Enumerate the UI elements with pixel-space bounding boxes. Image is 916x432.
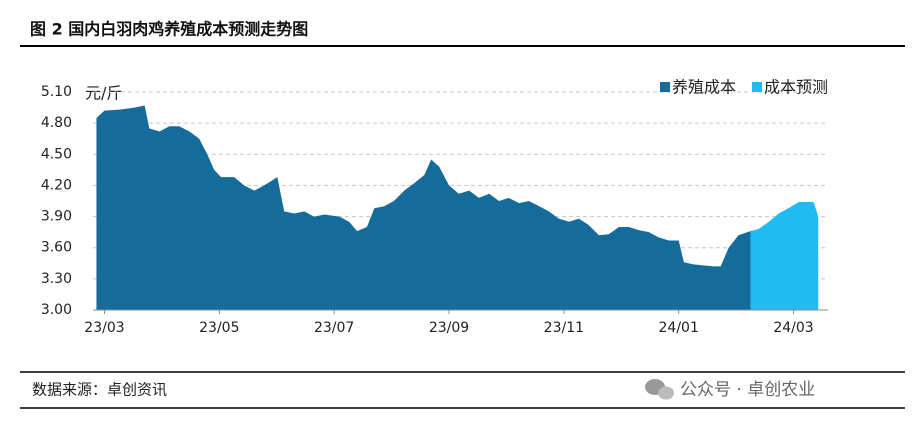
y-tick-label: 3.90 bbox=[41, 209, 72, 225]
x-tick-label: 23/07 bbox=[314, 320, 354, 336]
y-tick-label: 5.10 bbox=[41, 84, 72, 100]
y-tick-label: 4.50 bbox=[41, 146, 72, 162]
area bbox=[750, 202, 819, 310]
figure-title: 图 2 国内白羽肉鸡养殖成本预测走势图 bbox=[30, 20, 308, 39]
y-unit: 元/斤 bbox=[85, 84, 122, 103]
x-tick-label: 23/03 bbox=[84, 320, 124, 336]
x-tick-label: 23/11 bbox=[544, 320, 584, 336]
area bbox=[96, 105, 751, 310]
y-tick-label: 4.80 bbox=[41, 115, 72, 131]
x-tick-label: 24/01 bbox=[659, 320, 699, 336]
y-tick-label: 3.00 bbox=[41, 302, 72, 318]
legend-label: 成本预测 bbox=[764, 78, 828, 97]
y-tick-label: 4.20 bbox=[41, 177, 72, 193]
x-tick-label: 23/05 bbox=[199, 320, 239, 336]
source: 数据来源：卓创资讯 bbox=[32, 381, 167, 399]
legend-swatch bbox=[752, 82, 762, 92]
legend-label: 养殖成本 bbox=[672, 78, 736, 97]
y-tick-label: 3.30 bbox=[41, 271, 72, 287]
watermark: 公众号 · 卓创农业 bbox=[680, 380, 815, 400]
legend-swatch bbox=[660, 82, 670, 92]
y-tick-label: 3.60 bbox=[41, 240, 72, 256]
x-tick-label: 24/03 bbox=[773, 320, 813, 336]
plot: 3.00 3.30 3.60 3.90 4.20 4.50 4.80 5.10 23/03 23/… bbox=[41, 78, 828, 337]
wechat-icon bbox=[645, 379, 674, 400]
x-tick-label: 23/09 bbox=[429, 320, 469, 336]
